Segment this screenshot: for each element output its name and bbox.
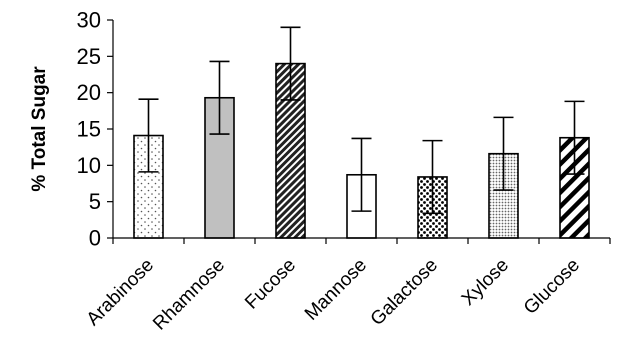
error-bar-mannose [351, 137, 372, 212]
x-tick-label: Galactose [367, 255, 442, 330]
y-axis: 0 5 10 15 20 25 30 [77, 8, 114, 251]
error-bar-fucose [280, 26, 301, 101]
y-tick-label: 20 [77, 80, 101, 105]
error-bar-rhamnose [209, 60, 230, 135]
x-tick-label: Arabinose [83, 255, 158, 330]
error-bar-arabinose [138, 98, 159, 173]
y-tick-label: 25 [77, 44, 101, 69]
y-tick-label: 30 [77, 8, 101, 33]
x-tick-label: Xylose [458, 255, 513, 310]
x-tick-label: Rhamnose [149, 255, 229, 335]
x-tick-label: Fucose [241, 255, 300, 314]
bar-fucose [275, 62, 306, 239]
error-bar-galactose [422, 139, 443, 215]
x-tick-label: Mannose [301, 255, 371, 325]
error-bar-glucose [564, 100, 585, 175]
x-tick-label: Glucose [520, 255, 584, 319]
y-tick-label: 5 [89, 189, 101, 214]
bars [133, 26, 590, 239]
y-tick-label: 10 [77, 153, 101, 178]
y-axis-title: % Total Sugar [29, 66, 50, 192]
y-tick-label: 0 [89, 226, 101, 251]
error-bar-xylose [493, 116, 514, 191]
y-tick-label: 15 [77, 117, 101, 142]
